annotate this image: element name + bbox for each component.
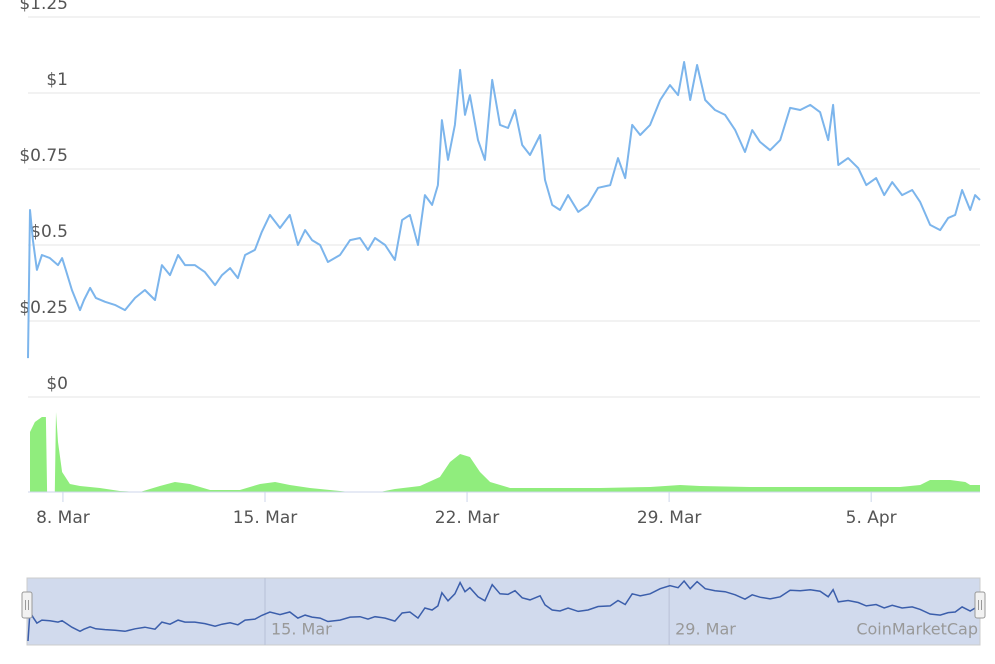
x-tick-label: 5. Apr [846,508,897,528]
navigator-handle [21,591,33,619]
credit: CoinMarketCap [856,620,978,639]
navigator-tick-label: 15. Mar [271,620,332,639]
x-tick-label: 15. Mar [233,508,298,528]
y-tick-label: $0.75 [19,146,68,166]
price-line [27,61,981,359]
navigator-tick-label: 29. Mar [675,620,736,639]
navigator-handle [974,591,986,619]
x-tick-label: 29. Mar [637,508,702,528]
y-tick-label: $0 [46,374,68,394]
volume-area [30,412,980,492]
y-tick-label: $1 [46,70,68,90]
navigator-mask [26,577,981,646]
navigator-line [27,579,981,642]
x-tick-label: 8. Mar [36,508,90,528]
x-tick-label: 22. Mar [435,508,500,528]
y-tick-label: $0.5 [30,222,68,242]
y-tick-label: $0.25 [19,298,68,318]
y-tick-label: $1.25 [19,0,68,14]
